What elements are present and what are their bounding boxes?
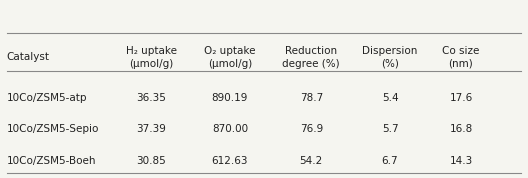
Text: 10Co/ZSM5-Sepio: 10Co/ZSM5-Sepio [7, 124, 99, 134]
Text: 30.85: 30.85 [136, 156, 166, 166]
Text: 612.63: 612.63 [212, 156, 248, 166]
Text: 6.7: 6.7 [382, 156, 398, 166]
Text: Catalyst: Catalyst [7, 53, 50, 62]
Text: 16.8: 16.8 [449, 124, 473, 134]
Text: 14.3: 14.3 [449, 156, 473, 166]
Text: 37.39: 37.39 [136, 124, 166, 134]
Text: 10Co/ZSM5-Boeh: 10Co/ZSM5-Boeh [7, 156, 96, 166]
Text: 890.19: 890.19 [212, 93, 248, 103]
Text: 870.00: 870.00 [212, 124, 248, 134]
Text: Reduction
degree (%): Reduction degree (%) [282, 46, 340, 69]
Text: Dispersion
(%): Dispersion (%) [362, 46, 418, 69]
Text: H₂ uptake
(μmol/g): H₂ uptake (μmol/g) [126, 46, 176, 69]
Text: 5.7: 5.7 [382, 124, 398, 134]
Text: 78.7: 78.7 [300, 93, 323, 103]
Text: 54.2: 54.2 [300, 156, 323, 166]
Text: 36.35: 36.35 [136, 93, 166, 103]
Text: Co size
(nm): Co size (nm) [442, 46, 479, 69]
Text: 76.9: 76.9 [300, 124, 323, 134]
Text: 10Co/ZSM5-atp: 10Co/ZSM5-atp [7, 93, 87, 103]
Text: 5.4: 5.4 [382, 93, 398, 103]
Text: O₂ uptake
(μmol/g): O₂ uptake (μmol/g) [204, 46, 256, 69]
Text: 17.6: 17.6 [449, 93, 473, 103]
